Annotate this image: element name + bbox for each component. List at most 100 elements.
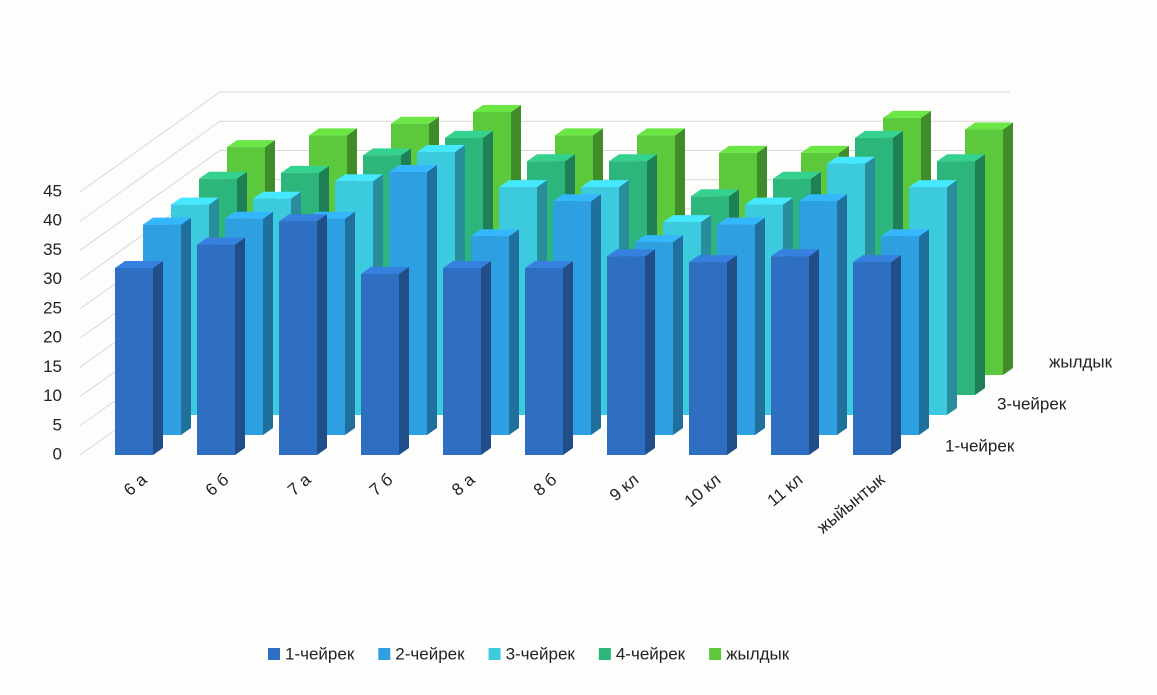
bar-top bbox=[553, 194, 601, 202]
bar-side bbox=[591, 194, 601, 435]
bar bbox=[361, 273, 399, 455]
bar-side bbox=[509, 229, 519, 435]
bar-top bbox=[799, 194, 847, 202]
bar-top bbox=[719, 145, 767, 153]
bar-top bbox=[225, 211, 273, 219]
bar-top bbox=[443, 260, 491, 268]
bar-top bbox=[635, 235, 683, 243]
legend-label: 3-чейрек bbox=[506, 644, 576, 663]
bar-top bbox=[253, 191, 301, 199]
bar-top bbox=[171, 197, 219, 205]
bar-top bbox=[281, 165, 329, 173]
bar-top bbox=[883, 110, 931, 118]
bar-top bbox=[689, 255, 737, 263]
bar bbox=[525, 267, 563, 455]
y-tick-label: 10 bbox=[43, 386, 62, 405]
x-tick-label: 7 б bbox=[366, 470, 397, 500]
bar bbox=[689, 262, 727, 455]
x-tick-label: 7 а bbox=[284, 470, 315, 500]
bar-side bbox=[263, 211, 273, 435]
legend-swatch bbox=[598, 648, 611, 660]
bar-top bbox=[473, 105, 521, 112]
bar-side bbox=[1003, 122, 1013, 376]
legend-swatch bbox=[268, 648, 280, 660]
bar-top bbox=[471, 229, 519, 237]
y-tick-label: 35 bbox=[43, 240, 62, 259]
bar-top bbox=[937, 154, 985, 162]
bar-side bbox=[345, 211, 355, 435]
bar bbox=[197, 244, 235, 455]
bar-top bbox=[525, 260, 573, 268]
bar-side bbox=[837, 194, 847, 435]
bar-top bbox=[607, 249, 655, 257]
legend-swatch bbox=[709, 648, 722, 660]
legend-label: 4-чейрек bbox=[616, 644, 686, 663]
bar-top bbox=[499, 180, 547, 188]
bar-side bbox=[645, 249, 655, 455]
depth-label: жылдык bbox=[1049, 352, 1113, 371]
x-tick-label: 11 кл bbox=[764, 470, 807, 510]
bar bbox=[607, 256, 645, 455]
legend-label: 2-чейрек bbox=[395, 644, 465, 663]
legend-swatch bbox=[488, 648, 501, 660]
bar-top bbox=[335, 174, 383, 182]
bar-top bbox=[827, 156, 875, 164]
y-tick-label: 25 bbox=[43, 298, 62, 317]
bar bbox=[853, 262, 891, 455]
bar-3d bbox=[443, 260, 491, 455]
bar-top bbox=[115, 260, 163, 268]
bar-top bbox=[663, 215, 711, 223]
bar-3d bbox=[115, 260, 163, 455]
bar-side bbox=[673, 235, 683, 435]
bar-top bbox=[771, 249, 819, 257]
y-tick-label: 5 bbox=[53, 415, 62, 434]
bar-top bbox=[391, 116, 439, 124]
bar-top bbox=[609, 154, 657, 162]
depth-label: 3-чейрек bbox=[997, 394, 1067, 413]
bar-top bbox=[279, 214, 327, 222]
y-tick-label: 30 bbox=[43, 269, 62, 288]
bar-top bbox=[417, 145, 465, 152]
bar-side bbox=[947, 180, 957, 415]
bar-3d bbox=[525, 260, 573, 455]
y-tick-label: 0 bbox=[53, 444, 62, 463]
bar-top bbox=[361, 266, 409, 274]
bar-top bbox=[197, 237, 245, 245]
bar-side bbox=[755, 217, 765, 435]
bar-side bbox=[891, 255, 901, 455]
bar-top bbox=[773, 171, 821, 179]
bar-side bbox=[399, 266, 409, 455]
bar-top bbox=[909, 180, 957, 188]
x-tick-label: 9 кл bbox=[606, 470, 643, 505]
bar-side bbox=[975, 154, 985, 395]
bar-top bbox=[199, 171, 247, 179]
bar-top bbox=[227, 140, 275, 148]
bar-3d bbox=[689, 255, 737, 455]
bar-top bbox=[855, 130, 903, 138]
bar-top bbox=[555, 128, 603, 136]
bar-side bbox=[235, 237, 245, 455]
bar bbox=[279, 221, 317, 455]
bar-3d bbox=[279, 214, 327, 455]
legend-label: 1-чейрек bbox=[285, 644, 355, 663]
bar-top bbox=[637, 128, 685, 136]
y-tick-label: 45 bbox=[43, 181, 62, 200]
bar-3d bbox=[197, 237, 245, 455]
bar-top bbox=[881, 229, 929, 237]
bar-top bbox=[445, 130, 493, 138]
bar-side bbox=[563, 260, 573, 455]
x-tick-label: 8 а bbox=[448, 470, 479, 500]
bar-side bbox=[809, 249, 819, 455]
depth-label: 1-чейрек bbox=[945, 436, 1015, 455]
y-tick-label: 15 bbox=[43, 357, 62, 376]
bar-side bbox=[727, 255, 737, 455]
y-tick-label: 40 bbox=[43, 211, 62, 230]
bar-top bbox=[143, 217, 191, 225]
legend-swatch bbox=[378, 648, 391, 660]
bar-top bbox=[389, 165, 437, 172]
x-tick-label: 10 кл bbox=[681, 470, 725, 511]
grid-line bbox=[79, 120, 1010, 222]
bar-top bbox=[527, 154, 575, 162]
bar-side bbox=[153, 260, 163, 455]
